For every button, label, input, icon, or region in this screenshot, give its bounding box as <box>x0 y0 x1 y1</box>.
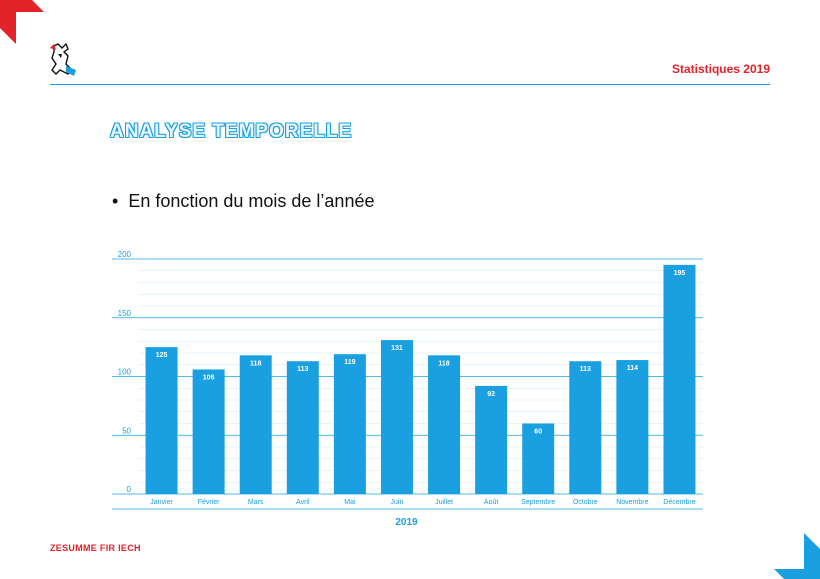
x-tick-label: Octobre <box>573 499 598 506</box>
y-tick-label: 100 <box>118 368 132 377</box>
bar-mai <box>333 354 366 494</box>
bar-novembre <box>616 360 649 494</box>
bar-value-label: 118 <box>438 360 449 367</box>
header-title: Statistiques 2019 <box>671 62 770 76</box>
bullet-text: En fonction du mois de l’année <box>128 191 375 211</box>
bar-value-label: 114 <box>627 365 638 372</box>
x-tick-label: Mai <box>344 499 356 506</box>
bar-value-label: 106 <box>203 374 215 381</box>
bar-février <box>192 369 225 494</box>
x-tick-label: Décembre <box>663 499 695 506</box>
header-divider <box>50 84 770 85</box>
bar-value-label: 131 <box>391 345 403 352</box>
bar-octobre <box>569 361 602 494</box>
slide-title: ANALYSE TEMPORELLE <box>110 121 353 142</box>
bullet-dot: • <box>112 191 119 211</box>
bar-value-label: 125 <box>156 352 168 359</box>
x-tick-label: Avril <box>296 499 310 506</box>
corner-decoration-bottom-right <box>774 533 820 579</box>
bar-juin <box>380 340 413 494</box>
bar-décembre <box>663 264 696 494</box>
x-tick-label: Juillet <box>435 499 453 506</box>
bar-mars <box>239 355 272 494</box>
y-tick-label: 0 <box>127 485 132 494</box>
bullet-item: • En fonction du mois de l’année <box>112 191 374 212</box>
bar-janvier <box>145 347 178 494</box>
y-tick-label: 200 <box>118 250 132 259</box>
x-tick-label: Novembre <box>616 499 648 506</box>
footer-text: ZESUMME FIR IECH <box>50 543 141 553</box>
x-tick-label: Mars <box>248 499 264 506</box>
bar-value-label: 195 <box>674 270 686 277</box>
lion-crest-logo <box>50 42 76 76</box>
bar-août <box>475 385 508 494</box>
chart-bars <box>145 264 696 494</box>
chart-labels: 0 50 100 150 200 125 Janvier 106 Février 118 Mars 1… <box>118 250 696 528</box>
y-tick-label: 50 <box>122 426 131 435</box>
bar-value-label: 60 <box>534 429 542 436</box>
x-tick-label: Juin <box>391 499 404 506</box>
bar-septembre <box>522 423 555 494</box>
x-tick-label: Septembre <box>521 499 555 506</box>
y-tick-label: 150 <box>118 309 132 318</box>
bar-value-label: 113 <box>297 366 308 373</box>
x-tick-label: Février <box>198 499 220 506</box>
bar-juillet <box>428 355 461 494</box>
bar-value-label: 113 <box>580 366 591 373</box>
x-axis-title: 2019 <box>395 517 418 528</box>
bar-avril <box>286 361 319 494</box>
bar-value-label: 118 <box>250 360 261 367</box>
corner-decoration-top-left <box>0 0 44 44</box>
x-tick-label: Janvier <box>150 499 173 506</box>
x-tick-label: Août <box>484 499 498 506</box>
bar-value-label: 92 <box>487 391 495 398</box>
bar-value-label: 119 <box>344 359 355 366</box>
